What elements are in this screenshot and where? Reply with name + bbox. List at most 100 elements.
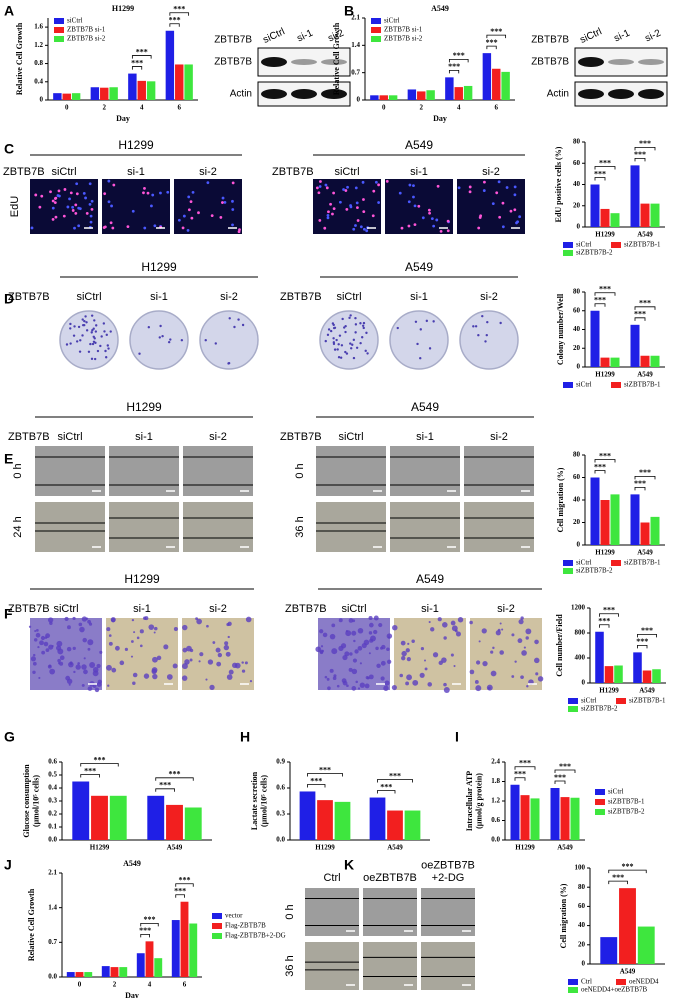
row-label: 36 h <box>284 955 296 976</box>
migrated-cell <box>338 645 344 651</box>
bar <box>334 801 351 840</box>
panel-letter: E <box>4 451 13 467</box>
group-title: H1299 <box>118 138 154 152</box>
cell-dot <box>430 217 434 221</box>
cell-dot <box>361 180 365 184</box>
colony <box>350 347 353 350</box>
migrated-cell <box>89 662 96 668</box>
lane-label: +2-DG <box>432 872 465 884</box>
cell-dot <box>103 192 107 196</box>
migrated-cell <box>153 631 156 634</box>
group-title: H1299 <box>126 400 162 414</box>
blot-band <box>638 59 664 65</box>
lane-label: si-1 <box>295 28 315 45</box>
cell-dot <box>78 207 82 211</box>
migrated-cell <box>346 684 349 688</box>
bar <box>652 669 661 683</box>
migrated-cell <box>361 642 367 649</box>
cell-dot <box>421 216 425 220</box>
x-tick-label: 4 <box>457 104 461 112</box>
colony <box>91 342 95 346</box>
colony <box>83 319 86 323</box>
bar <box>560 797 570 840</box>
y-tick-label: 0.4 <box>48 784 57 792</box>
sig-label: *** <box>634 150 646 159</box>
cell-dot <box>342 188 345 191</box>
migrated-cell <box>132 672 138 678</box>
migrated-cell <box>490 650 494 654</box>
legend-swatch <box>212 913 222 919</box>
y-tick-label: 1.2 <box>34 41 43 49</box>
cell-dot <box>398 191 402 195</box>
sig-label: *** <box>622 862 634 871</box>
sig-bracket <box>377 779 413 783</box>
colony <box>93 337 96 340</box>
colony <box>428 347 432 350</box>
cell-dot <box>146 191 150 195</box>
cell-dot <box>428 211 431 215</box>
migrated-cell <box>352 619 356 623</box>
y-tick-label: 0.6 <box>491 816 500 824</box>
cell-dot <box>51 206 55 210</box>
legend-label: oeNEDD4+oeZBTB7B <box>581 986 647 994</box>
sig-bracket <box>599 613 619 617</box>
migrated-cell <box>336 684 340 688</box>
row-label: ZBTB7B <box>531 57 569 68</box>
sig-bracket <box>637 633 657 638</box>
panel-letter: I <box>455 729 459 745</box>
migrated-cell <box>227 635 230 639</box>
cell-dot <box>107 200 111 204</box>
migrated-cell <box>107 684 110 687</box>
cell-dot <box>362 198 365 201</box>
bar <box>630 165 640 227</box>
migrated-cell <box>322 632 328 638</box>
cell-dot <box>407 200 411 204</box>
migrated-cell <box>198 660 201 663</box>
group-label: ZBTB7B <box>280 431 322 443</box>
lane-label: si-2 <box>497 603 515 615</box>
cell-dot <box>513 193 517 197</box>
migrated-cell <box>55 645 62 651</box>
cell-dot <box>53 201 57 205</box>
blot-band <box>261 89 287 99</box>
migrated-cell <box>82 637 87 643</box>
sig-bracket <box>594 459 616 463</box>
cell-dot <box>38 205 42 209</box>
x-tick-label: A549 <box>387 844 403 852</box>
colony <box>84 315 87 318</box>
migrated-cell <box>455 631 461 637</box>
migrated-cell <box>401 650 407 657</box>
legend-label: siZBTB7B-1 <box>629 697 666 705</box>
cell-dot <box>344 189 348 192</box>
migrated-cell <box>32 661 37 666</box>
migrated-cell <box>83 669 88 675</box>
legend-swatch <box>616 698 626 704</box>
bar <box>166 804 183 840</box>
migrated-cell <box>406 674 412 681</box>
bar <box>84 972 93 977</box>
migrated-cell <box>378 622 383 628</box>
sig-bracket <box>634 486 646 491</box>
migrated-cell <box>492 646 495 650</box>
sig-label: *** <box>634 310 646 319</box>
sig-label: *** <box>448 62 460 71</box>
image <box>464 446 534 496</box>
migrated-cell <box>72 646 76 651</box>
migrated-cell <box>368 615 373 621</box>
migrated-cell <box>245 616 252 623</box>
cell-dot <box>323 226 327 230</box>
colony <box>104 356 108 359</box>
migrated-cell <box>77 662 80 665</box>
cell-dot <box>62 214 66 218</box>
cell-dot <box>90 208 94 211</box>
colony <box>344 324 347 328</box>
colony <box>204 339 207 342</box>
cell-dot <box>190 216 194 220</box>
sig-bracket <box>80 774 100 778</box>
migrated-cell <box>227 621 232 626</box>
bar <box>189 923 198 977</box>
sig-bracket <box>131 55 152 59</box>
migrated-cell <box>38 676 41 680</box>
sig-label: *** <box>131 58 143 67</box>
colony <box>341 317 344 321</box>
